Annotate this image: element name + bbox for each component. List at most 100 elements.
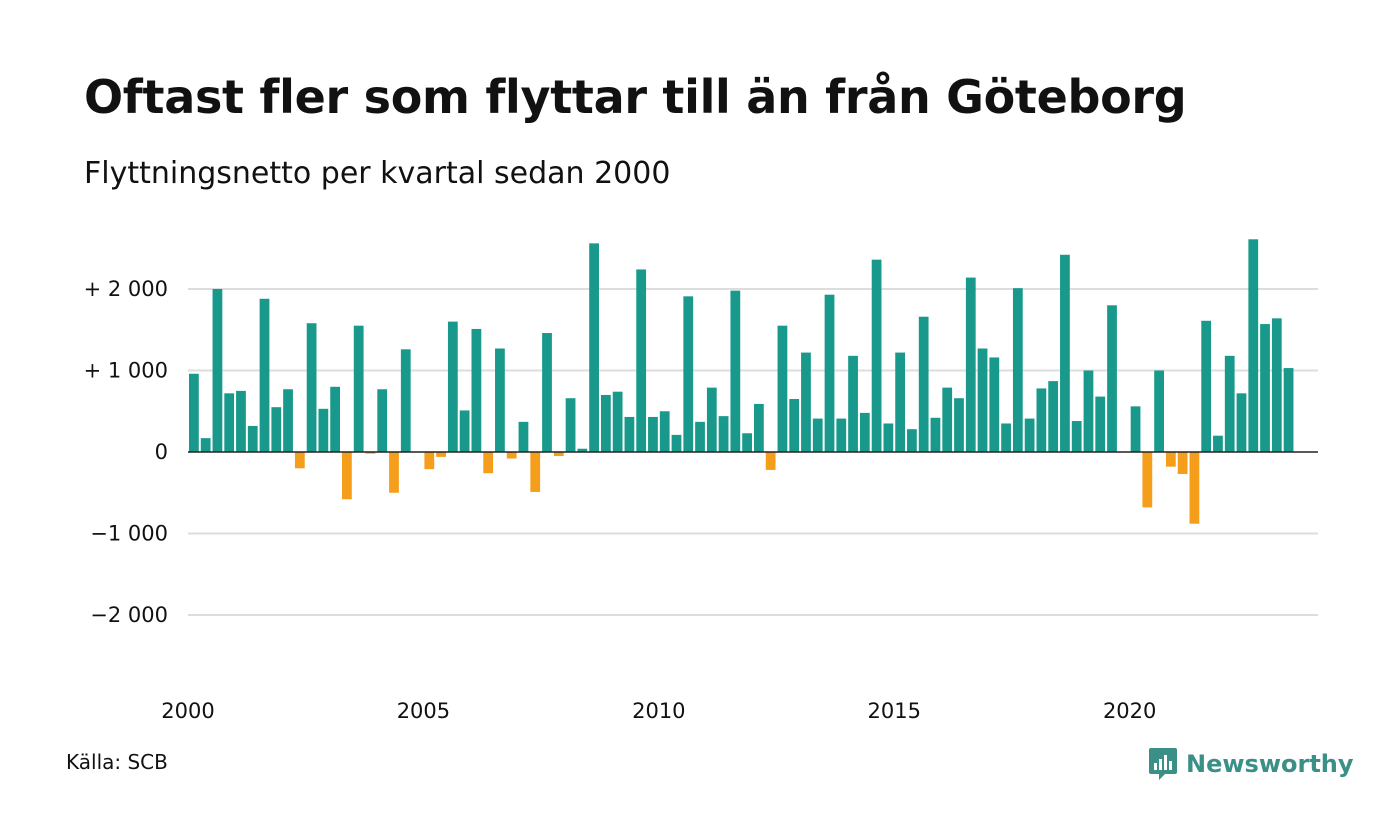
bar-2012-k1 (754, 403, 764, 453)
bar-2006-k2 (483, 452, 494, 474)
bar-2018-k4 (1071, 421, 1082, 452)
x-tick-label: 2015 (868, 699, 921, 723)
bar-2007-k3 (542, 333, 552, 452)
bar-2005-k4 (459, 410, 470, 453)
bar-2017-k1 (989, 357, 1000, 452)
bar-2022-k1 (1224, 355, 1235, 452)
bar-2010-k4 (695, 421, 705, 453)
bar-2004-k3 (400, 349, 411, 452)
bar-2007-k2 (530, 452, 541, 492)
bar-2003-k1 (330, 386, 341, 452)
bar-2003-k3 (353, 325, 364, 453)
brand-name: Newsworthy (1186, 750, 1354, 778)
y-tick-label: −1 000 (90, 522, 168, 546)
x-tick-label: 2020 (1103, 699, 1156, 723)
bar-2001-k1 (236, 390, 246, 453)
bar-2016-k4 (977, 348, 988, 453)
bar-2000-k2 (200, 438, 211, 452)
bar-2022-k4 (1260, 324, 1270, 452)
y-tick-label: + 1 000 (84, 359, 168, 383)
bar-2004-k1 (377, 389, 388, 453)
bar-2014-k3 (871, 259, 882, 452)
bar-2019-k1 (1083, 370, 1094, 452)
bar-2018-k1 (1036, 388, 1047, 452)
bar-2001-k2 (247, 425, 258, 452)
bar-2002-k4 (318, 408, 329, 453)
bar-2008-k2 (577, 448, 588, 452)
bar-2009-k1 (612, 391, 623, 452)
bar-2020-k1 (1130, 406, 1141, 452)
y-tick-label: + 2 000 (84, 277, 168, 301)
bar-2005-k2 (436, 452, 446, 457)
y-tick-label: −2 000 (90, 603, 168, 627)
bar-2019-k2 (1095, 396, 1106, 452)
source-note: Källa: SCB (66, 750, 168, 774)
bar-2008-k4 (600, 394, 611, 452)
bar-2015-k4 (930, 417, 941, 452)
bar-2008-k1 (565, 398, 576, 452)
bar-2009-k4 (648, 416, 658, 452)
bar-2002-k1 (283, 389, 293, 453)
bar-2023-k1 (1271, 318, 1282, 452)
bar-2022-k3 (1248, 239, 1259, 452)
bar-2008-k3 (589, 243, 599, 452)
bar-2023-k2 (1283, 368, 1294, 453)
bar-2003-k4 (365, 452, 376, 454)
bar-2013-k4 (836, 418, 847, 452)
bar-2014-k4 (883, 423, 894, 453)
x-axis-tick-labels: 2000 2005 2010 2015 2020 (161, 699, 1156, 723)
bar-2013-k1 (801, 352, 811, 452)
bar-2017-k2 (1001, 423, 1011, 453)
bar-2018-k2 (1048, 381, 1059, 453)
chart-subtitle: Flyttningsnetto per kvartal sedan 2000 (84, 156, 671, 191)
bar-2001-k3 (259, 298, 270, 452)
bar-2021-k1 (1177, 452, 1188, 475)
bar-2000-k4 (224, 393, 235, 452)
bar-2014-k1 (848, 355, 858, 452)
x-tick-label: 2005 (397, 699, 450, 723)
bar-2019-k3 (1107, 305, 1117, 452)
bar-2017-k3 (1012, 288, 1023, 452)
gridlines (188, 288, 1318, 616)
bar-2013-k2 (812, 418, 823, 452)
bar-2012-k3 (777, 325, 788, 453)
bar-2005-k1 (424, 452, 435, 470)
bar-2000-k1 (189, 373, 199, 452)
bar-2014-k2 (859, 412, 870, 452)
bar-2010-k3 (683, 296, 694, 452)
bar-2018-k3 (1060, 254, 1070, 452)
bar-2006-k1 (471, 328, 482, 452)
bar-2016-k1 (942, 387, 953, 453)
bar-2009-k3 (636, 269, 647, 452)
bar-2001-k4 (271, 407, 282, 453)
bar-2012-k4 (789, 399, 800, 452)
bar-2012-k2 (765, 452, 776, 470)
bar-2006-k4 (506, 452, 517, 459)
newsworthy-logo: Newsworthy (1148, 744, 1354, 784)
bar-2020-k4 (1165, 452, 1176, 467)
bar-2015-k2 (907, 429, 917, 452)
bar-2022-k2 (1236, 393, 1247, 452)
bar-2002-k3 (306, 323, 317, 452)
x-tick-label: 2000 (161, 699, 214, 723)
bar-chart: + 2 000 + 1 000 0 −1 000 −2 000 2000 2005 2010… (84, 239, 1318, 723)
bar-2021-k2 (1189, 452, 1200, 524)
bar-2003-k2 (342, 452, 352, 500)
bar-2011-k2 (718, 416, 729, 452)
bar-2011-k4 (742, 433, 752, 452)
bar-2004-k2 (389, 452, 399, 493)
y-tick-label: 0 (155, 440, 168, 464)
bar-2006-k3 (495, 348, 505, 453)
bar-2017-k4 (1024, 418, 1035, 452)
bar-2015-k3 (918, 316, 929, 452)
bar-2007-k1 (518, 421, 529, 453)
bar-2010-k2 (671, 434, 682, 452)
x-tick-label: 2010 (632, 699, 685, 723)
bar-2021-k3 (1201, 320, 1212, 452)
bar-2005-k3 (447, 321, 458, 452)
bar-2020-k2 (1142, 452, 1153, 508)
bar-2010-k1 (659, 411, 670, 452)
bar-2002-k2 (294, 452, 305, 469)
bar-2016-k2 (954, 398, 964, 452)
bar-2016-k3 (965, 277, 976, 452)
